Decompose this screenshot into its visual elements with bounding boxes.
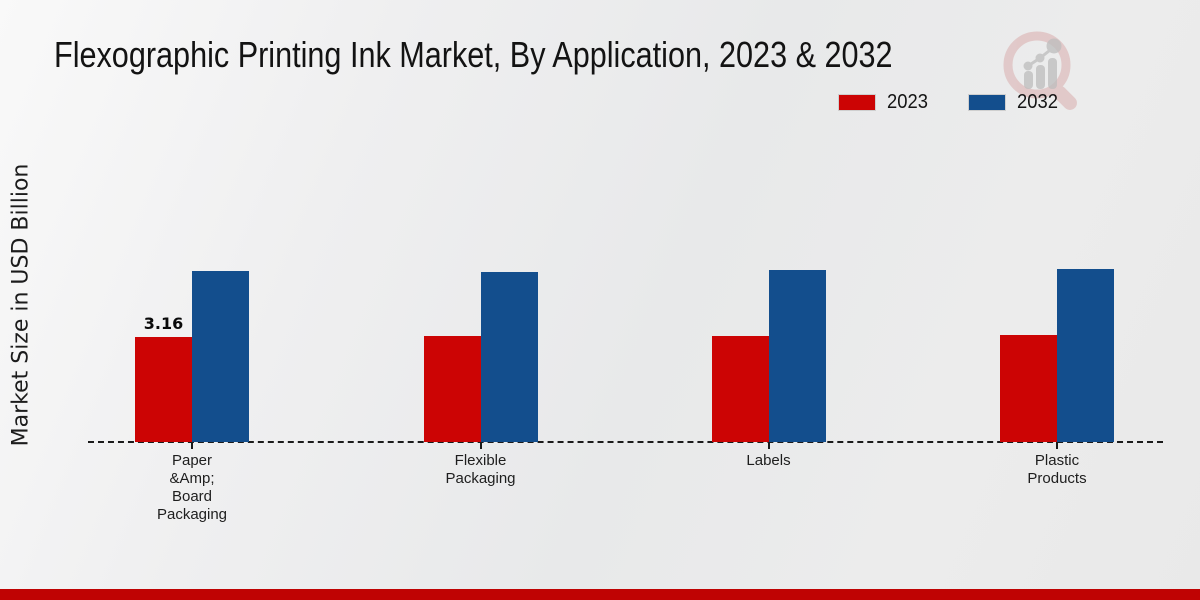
legend-item-2023: 2023 [838, 92, 932, 112]
x-axis-category-label: Paper &Amp; Board Packaging [156, 452, 228, 523]
x-axis-baseline [88, 441, 1163, 443]
x-axis-category-label: Flexible Packaging [445, 452, 516, 487]
x-axis-tick [767, 442, 770, 449]
x-axis-tick [191, 442, 193, 449]
legend: 2023 2032 [838, 92, 1061, 112]
legend-swatch-2023 [838, 93, 876, 111]
legend-label-2032: 2032 [1016, 91, 1058, 113]
bar-2023-3 [711, 336, 769, 442]
bar-2032-4 [1057, 269, 1114, 442]
footer-stripe [0, 589, 1200, 600]
bar-2023-1 [135, 337, 192, 442]
bar-2032-3 [768, 270, 826, 442]
x-axis-category-label: Plastic Products [1027, 452, 1087, 487]
bar-2032-1 [192, 271, 249, 442]
x-axis-category-label: Labels [746, 452, 791, 469]
bar-value-label: 3.16 [143, 314, 184, 333]
bar-2023-2 [423, 336, 481, 442]
x-axis-tick [1056, 442, 1058, 449]
legend-item-2032: 2032 [967, 91, 1062, 113]
bar-2032-2 [480, 272, 538, 442]
legend-swatch-2032 [967, 93, 1006, 111]
legend-label-2023: 2023 [887, 91, 928, 113]
bar-2023-4 [1000, 335, 1057, 442]
x-axis-tick [479, 442, 482, 449]
magnifier-chart-watermark-icon [1003, 31, 1077, 110]
chart-title: Flexographic Printing Ink Market, By App… [54, 34, 893, 75]
